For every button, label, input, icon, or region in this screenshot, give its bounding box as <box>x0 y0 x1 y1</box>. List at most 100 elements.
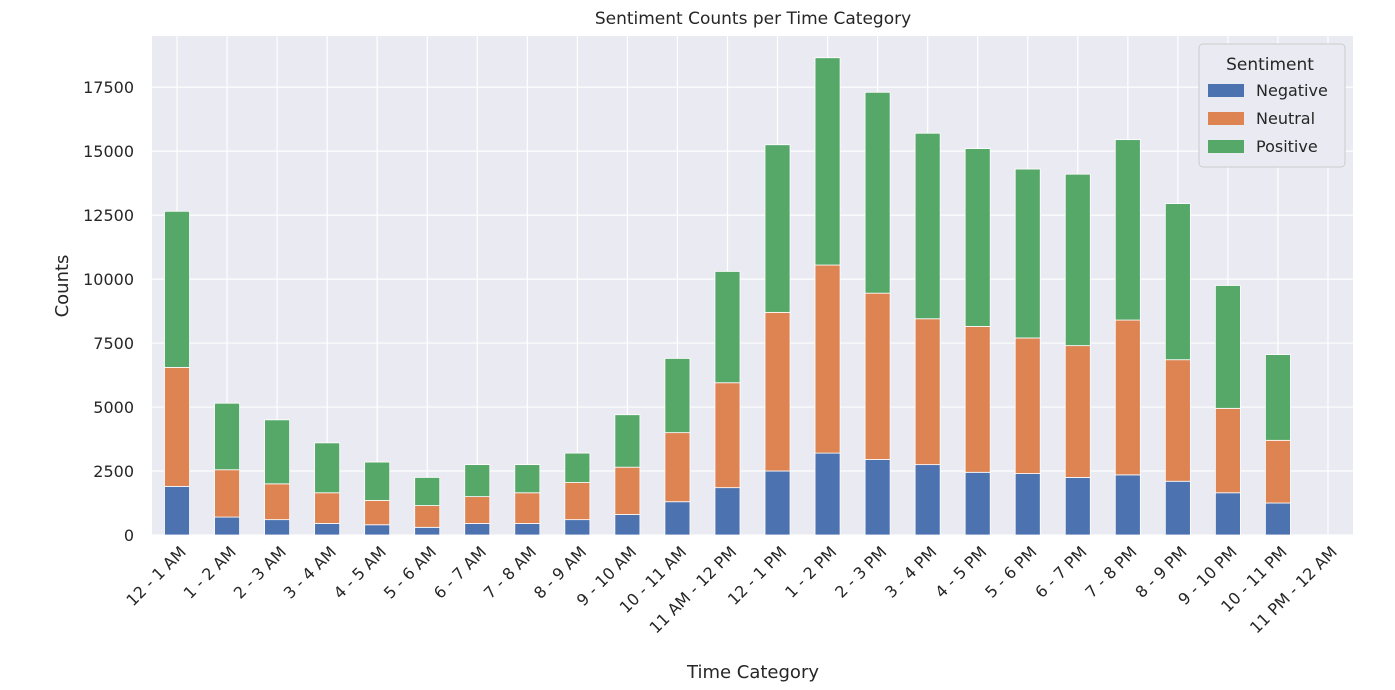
legend-swatch-neutral <box>1208 112 1244 125</box>
bar-positive-15 <box>914 132 941 320</box>
bar-positive-4 <box>364 461 391 501</box>
bar-negative-1 <box>214 516 240 536</box>
bar-neutral-7 <box>514 492 541 524</box>
bar-negative-20 <box>1164 480 1191 536</box>
bar-neutral-20 <box>1164 359 1191 482</box>
x-tick-label: 3 - 4 AM <box>280 542 340 602</box>
bar-neutral-5 <box>414 505 441 528</box>
x-tick-label: 5 - 6 AM <box>380 542 440 602</box>
bar-positive-20 <box>1164 203 1191 361</box>
bar-positive-18 <box>1064 173 1091 347</box>
bar-positive-8 <box>564 452 591 483</box>
x-tick-label: 6 - 7 PM <box>1031 542 1090 601</box>
bar-negative-17 <box>1014 473 1041 536</box>
plot-area <box>152 36 1353 535</box>
x-tick-label: 4 - 5 AM <box>330 542 390 602</box>
bar-neutral-21 <box>1214 407 1241 494</box>
bar-negative-10 <box>664 501 691 536</box>
x-tick-label: 2 - 3 AM <box>230 542 290 602</box>
bar-neutral-22 <box>1265 439 1291 504</box>
bar-neutral-9 <box>614 466 641 515</box>
y-tick-label: 7500 <box>93 334 134 353</box>
legend-swatch-negative <box>1208 84 1244 97</box>
bar-negative-9 <box>614 514 641 536</box>
x-axis-label: Time Category <box>686 662 819 683</box>
bar-neutral-2 <box>264 483 291 521</box>
y-tick-label: 12500 <box>83 206 134 225</box>
bar-negative-7 <box>514 523 541 536</box>
bar-neutral-0 <box>164 366 190 487</box>
y-tick-label: 10000 <box>83 270 134 289</box>
bars-group <box>164 57 1291 536</box>
y-tick-label: 5000 <box>93 398 134 417</box>
legend-label-neutral: Neutral <box>1256 109 1315 128</box>
bar-negative-4 <box>364 524 391 536</box>
y-tick-label: 17500 <box>83 78 134 97</box>
chart-title: Sentiment Counts per Time Category <box>595 9 911 29</box>
bar-neutral-13 <box>814 264 841 454</box>
x-tick-label: 6 - 7 AM <box>430 542 490 602</box>
y-tick-label: 2500 <box>93 462 134 481</box>
legend-title: Sentiment <box>1226 55 1314 75</box>
legend: Sentiment Negative Neutral Positive <box>1198 43 1346 168</box>
bar-positive-9 <box>614 414 641 468</box>
y-tick-labels: 0 2500 5000 7500 10000 12500 15000 17500 <box>83 78 134 545</box>
bar-neutral-12 <box>764 311 791 472</box>
x-tick-label: 7 - 8 AM <box>480 542 540 602</box>
x-tick-label: 1 - 2 AM <box>180 542 240 602</box>
x-tick-label: 5 - 6 PM <box>981 542 1040 601</box>
bar-positive-1 <box>214 402 240 471</box>
bar-positive-22 <box>1265 354 1291 441</box>
bar-neutral-4 <box>364 500 391 526</box>
bar-neutral-19 <box>1114 319 1141 476</box>
bar-negative-0 <box>164 485 190 536</box>
bar-negative-14 <box>864 459 891 536</box>
x-tick-label: 2 - 3 PM <box>831 542 890 601</box>
bar-negative-16 <box>964 471 991 536</box>
bar-positive-2 <box>264 419 291 485</box>
bar-neutral-16 <box>964 326 991 473</box>
bar-negative-18 <box>1064 477 1091 536</box>
bar-neutral-6 <box>464 496 491 524</box>
bar-positive-11 <box>714 271 741 384</box>
x-tick-label: 11 AM - 12 PM <box>646 542 741 637</box>
bar-neutral-11 <box>714 382 741 489</box>
bar-negative-6 <box>464 523 491 536</box>
legend-label-positive: Positive <box>1256 137 1318 156</box>
x-tick-label: 1 - 2 PM <box>781 542 840 601</box>
bar-positive-6 <box>464 464 491 498</box>
bar-negative-12 <box>764 470 791 536</box>
y-axis-label: Counts <box>52 255 73 318</box>
bar-neutral-14 <box>864 292 891 460</box>
bar-positive-5 <box>414 477 441 506</box>
x-tick-labels: 12 - 1 AM1 - 2 AM2 - 3 AM3 - 4 AM4 - 5 A… <box>122 542 1340 637</box>
bar-negative-13 <box>814 452 841 536</box>
bar-negative-11 <box>714 487 741 536</box>
bar-negative-22 <box>1265 502 1291 536</box>
bar-negative-3 <box>314 523 341 536</box>
bar-positive-21 <box>1214 285 1241 409</box>
bar-negative-2 <box>264 519 291 536</box>
x-tick-label: 12 - 1 AM <box>122 542 189 609</box>
bar-positive-16 <box>964 148 991 327</box>
bar-neutral-1 <box>214 469 240 518</box>
bar-neutral-15 <box>914 318 941 466</box>
bar-neutral-8 <box>564 482 591 521</box>
bar-negative-19 <box>1114 474 1141 536</box>
x-tick-label: 11 PM - 12 AM <box>1246 542 1341 637</box>
bar-positive-14 <box>864 91 891 294</box>
legend-label-negative: Negative <box>1256 81 1328 100</box>
x-tick-label: 7 - 8 PM <box>1081 542 1140 601</box>
bar-negative-8 <box>564 519 591 536</box>
y-tick-label: 15000 <box>83 142 134 161</box>
y-tick-label: 0 <box>124 526 134 545</box>
bar-positive-12 <box>764 144 791 313</box>
bar-negative-5 <box>414 526 441 536</box>
bar-neutral-3 <box>314 492 341 524</box>
bar-positive-7 <box>514 464 541 494</box>
bar-positive-10 <box>664 358 691 434</box>
bar-positive-17 <box>1014 168 1041 339</box>
x-tick-label: 3 - 4 PM <box>881 542 940 601</box>
